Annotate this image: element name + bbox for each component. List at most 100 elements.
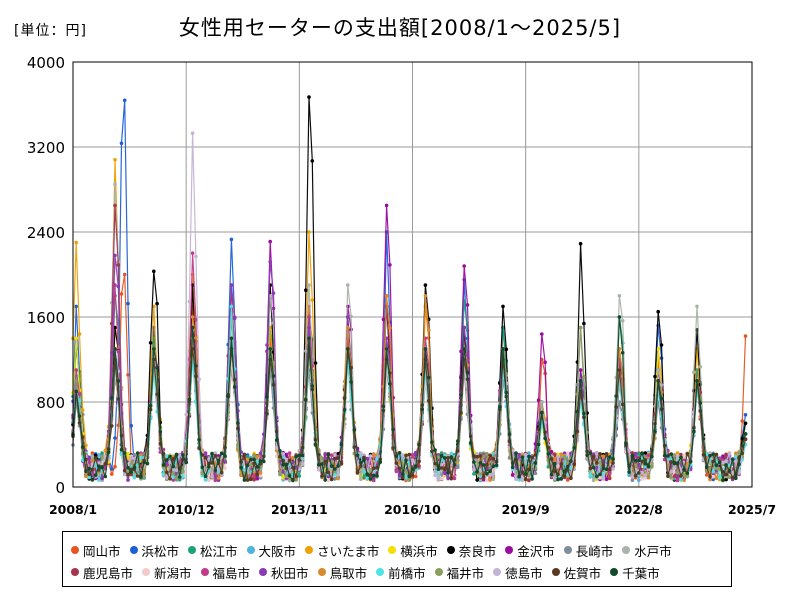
data-point [161, 463, 166, 467]
data-point [481, 454, 486, 459]
data-point [329, 464, 334, 468]
data-point [365, 456, 370, 461]
data-point [119, 447, 124, 452]
data-point [659, 383, 664, 387]
data-point [601, 463, 606, 468]
data-point [640, 470, 644, 475]
data-point [171, 478, 175, 482]
data-point [530, 477, 534, 481]
data-point [171, 457, 175, 461]
data-point [310, 298, 315, 302]
data-point [122, 472, 127, 477]
data-point [604, 467, 609, 472]
data-point [727, 475, 732, 480]
data-point [598, 476, 602, 480]
data-point [591, 478, 596, 483]
data-point [456, 465, 460, 470]
data-point [184, 460, 188, 465]
data-point [245, 454, 250, 459]
data-point [113, 464, 117, 469]
data-point [417, 459, 421, 464]
data-point [336, 473, 340, 477]
data-point [165, 458, 169, 462]
data-point [607, 471, 612, 476]
data-point [737, 450, 741, 454]
data-point [404, 478, 408, 482]
data-point [620, 402, 625, 407]
data-point [452, 476, 457, 481]
data-point [711, 469, 715, 474]
data-point [80, 445, 85, 449]
data-point [113, 436, 117, 440]
data-point [601, 477, 606, 481]
data-point [359, 464, 363, 468]
data-point [239, 473, 243, 478]
data-point [129, 470, 133, 475]
series-line [72, 252, 747, 482]
data-point [139, 475, 143, 479]
data-point [122, 451, 127, 455]
data-point [152, 304, 156, 309]
legend-item: 鳥取市 [317, 563, 367, 582]
data-point [595, 461, 599, 465]
data-point [468, 441, 473, 445]
data-point [685, 471, 690, 475]
legend-marker [610, 568, 619, 576]
data-point [216, 470, 221, 474]
data-point [129, 423, 133, 428]
data-point [523, 477, 528, 482]
legend-marker [129, 546, 138, 554]
data-point [401, 453, 405, 458]
data-point [488, 453, 492, 458]
data-point [381, 404, 386, 409]
data-point [743, 334, 748, 338]
data-point [346, 283, 350, 287]
data-point [481, 463, 486, 467]
data-point [633, 464, 638, 469]
legend-item: 金沢市 [505, 541, 555, 560]
data-point [194, 364, 198, 368]
data-point [553, 452, 557, 457]
data-point [727, 469, 732, 473]
data-point [527, 478, 531, 483]
data-point [624, 443, 628, 447]
data-point [336, 476, 340, 481]
data-point [194, 336, 198, 340]
data-point [352, 428, 357, 432]
data-point [653, 374, 657, 379]
data-point [439, 453, 444, 458]
data-point [533, 461, 538, 465]
data-point [297, 467, 302, 471]
data-point [232, 385, 237, 389]
data-point [637, 462, 641, 467]
data-point [342, 408, 347, 412]
data-point [640, 477, 644, 481]
data-point [650, 464, 654, 469]
data-point [174, 452, 179, 457]
data-point [407, 474, 412, 479]
data-point [258, 473, 263, 478]
data-point [485, 478, 489, 483]
data-point [685, 451, 690, 456]
legend-item: 横浜市 [388, 541, 438, 560]
data-point [368, 473, 373, 477]
data-point [734, 476, 738, 481]
data-point [578, 325, 583, 330]
data-point [695, 304, 699, 309]
data-point [294, 474, 298, 479]
x-tick-label: 2025/7 [728, 502, 776, 517]
data-point [498, 405, 502, 409]
legend-label: 前橋市 [388, 565, 426, 581]
data-point [210, 474, 214, 479]
data-point [501, 347, 505, 351]
data-point [559, 452, 563, 457]
y-tick-label: 3200 [27, 139, 65, 157]
data-point [672, 453, 677, 458]
data-point [708, 477, 712, 482]
data-point [679, 455, 683, 460]
data-point [229, 336, 234, 341]
series-8 [71, 203, 748, 483]
data-point [216, 476, 221, 480]
data-point [304, 349, 308, 353]
data-point [714, 476, 719, 481]
